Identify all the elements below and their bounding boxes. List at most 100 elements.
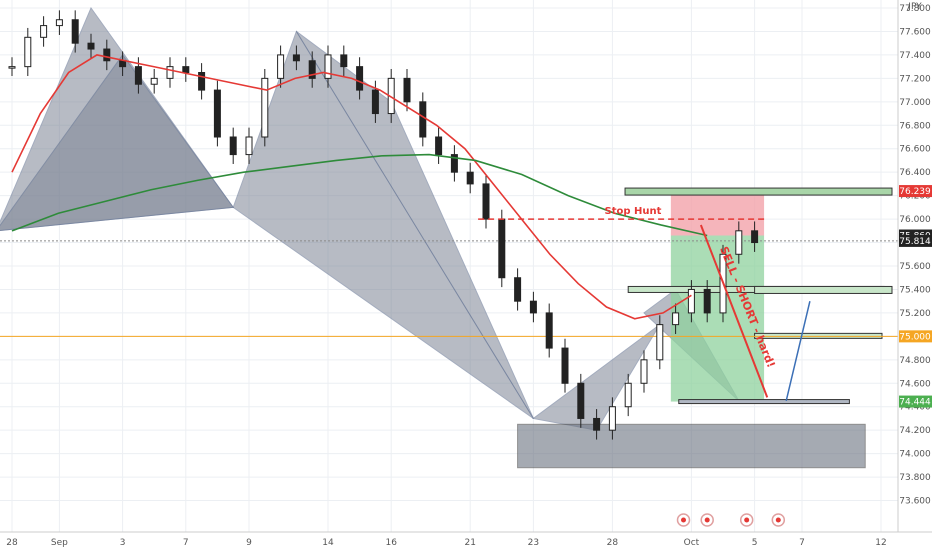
price-label-text: 74.444 — [899, 398, 931, 408]
candle-body — [624, 382, 632, 408]
candle-body — [40, 25, 48, 38]
price-axis-bg — [898, 0, 932, 532]
price-label-box — [899, 330, 932, 343]
pattern-triangle — [0, 54, 235, 231]
tp-box — [678, 399, 850, 405]
price-tick-label: 74.800 — [899, 356, 931, 366]
price-label-box — [899, 234, 932, 247]
price-tick-label: 73.600 — [899, 497, 931, 507]
price-tick-label: 73.800 — [899, 473, 931, 483]
candle-body — [356, 66, 364, 91]
price-label-text: 75.814 — [899, 237, 931, 247]
candle-body — [277, 54, 285, 79]
candle-body — [134, 66, 142, 85]
candle-body — [198, 72, 206, 91]
level-box — [754, 285, 893, 294]
price-label-box — [899, 395, 932, 408]
time-tick-label: 7 — [183, 538, 189, 548]
time-tick-label: 14 — [322, 538, 334, 548]
pattern-triangle — [232, 30, 534, 419]
candle-body — [261, 77, 269, 138]
candle-body — [529, 300, 537, 314]
candle-body — [340, 54, 348, 68]
candle-body — [87, 42, 95, 50]
candle-body — [419, 101, 427, 138]
candle-body — [466, 171, 474, 185]
price-tick-label: 76.000 — [899, 215, 931, 225]
time-tick-label: 16 — [385, 538, 397, 548]
price-tick-label: 74.400 — [899, 403, 931, 413]
candle-body — [182, 66, 190, 73]
candle-body — [751, 230, 759, 244]
price-tick-label: 75.400 — [899, 285, 931, 295]
candle-body — [119, 60, 127, 68]
sell-arrow — [699, 224, 769, 398]
stop-hunt-label: Stop Hunt — [605, 206, 662, 217]
stop-loss-zone — [670, 191, 765, 236]
time-axis[interactable]: 28 Sep 3 7 9 14 16 21 23 28 Oct 5 7 12 — [0, 531, 932, 550]
candle-body — [324, 54, 332, 79]
candle-body — [308, 60, 316, 79]
price-tick-label: 77.000 — [899, 98, 931, 108]
candle-body — [71, 19, 79, 44]
price-tick-label: 74.000 — [899, 450, 931, 460]
candle-body — [608, 406, 616, 431]
demand-zone — [517, 423, 866, 469]
candle-body — [593, 417, 601, 431]
moving-average-line — [11, 54, 692, 320]
price-tick-label: 74.600 — [899, 379, 931, 389]
candle-body — [687, 288, 695, 314]
candle-body — [371, 89, 379, 115]
event-icon-dot — [744, 517, 750, 523]
candle-body — [292, 54, 300, 62]
time-tick-label: 28 — [607, 538, 619, 548]
candle-body — [24, 36, 32, 68]
candle-body — [8, 66, 16, 69]
candle-body — [735, 230, 743, 255]
candle-body — [103, 48, 111, 62]
candle-body — [166, 66, 174, 79]
candle-body — [545, 312, 553, 349]
level-box-top — [624, 187, 893, 196]
time-tick-label: 3 — [120, 538, 126, 548]
price-tick-label: 76.800 — [899, 121, 931, 131]
currency-label: JPY — [907, 2, 922, 12]
economic-events-row[interactable] — [676, 513, 786, 527]
candle-body — [482, 183, 490, 220]
candle-body — [55, 19, 63, 27]
time-tick-label: 23 — [528, 538, 539, 548]
event-icon-dot — [681, 517, 686, 523]
candle-body — [450, 154, 458, 173]
price-tick-label: 77.800 — [899, 4, 931, 14]
candle-body — [213, 89, 221, 138]
price-label-text: 76.239 — [899, 187, 931, 197]
event-icon-dot — [775, 517, 781, 523]
price-tick-label: 74.200 — [899, 426, 931, 436]
price-label-box — [899, 185, 932, 198]
candle-body — [656, 324, 664, 361]
candle-body — [150, 77, 158, 85]
time-axis-bg — [0, 532, 932, 550]
price-axis[interactable]: 77.800 77.600 77.400 77.200 77.000 76.800 76.6… — [897, 0, 932, 532]
support-resistance-zones — [0, 187, 898, 469]
time-tick-label: 9 — [246, 538, 252, 548]
bounce-arrow — [785, 301, 811, 402]
candle-body — [577, 382, 585, 419]
candle-body — [245, 136, 253, 156]
moving-average-line — [11, 153, 708, 237]
candle-body — [403, 77, 411, 103]
event-icon-dot — [704, 517, 710, 523]
candle-body — [435, 136, 443, 156]
price-tick-label: 76.400 — [899, 168, 931, 178]
time-tick-label: 12 — [875, 538, 886, 548]
candle-body — [498, 218, 506, 279]
candle-body — [561, 347, 569, 384]
candle-body — [229, 136, 237, 156]
take-profit-zone — [670, 235, 765, 402]
time-tick-label: Sep — [51, 538, 68, 548]
candlestick-series — [8, 10, 759, 440]
price-tick-label: 75.600 — [899, 262, 931, 272]
price-tick-label: 77.600 — [899, 27, 931, 37]
price-tick-label: 76.600 — [899, 145, 931, 155]
